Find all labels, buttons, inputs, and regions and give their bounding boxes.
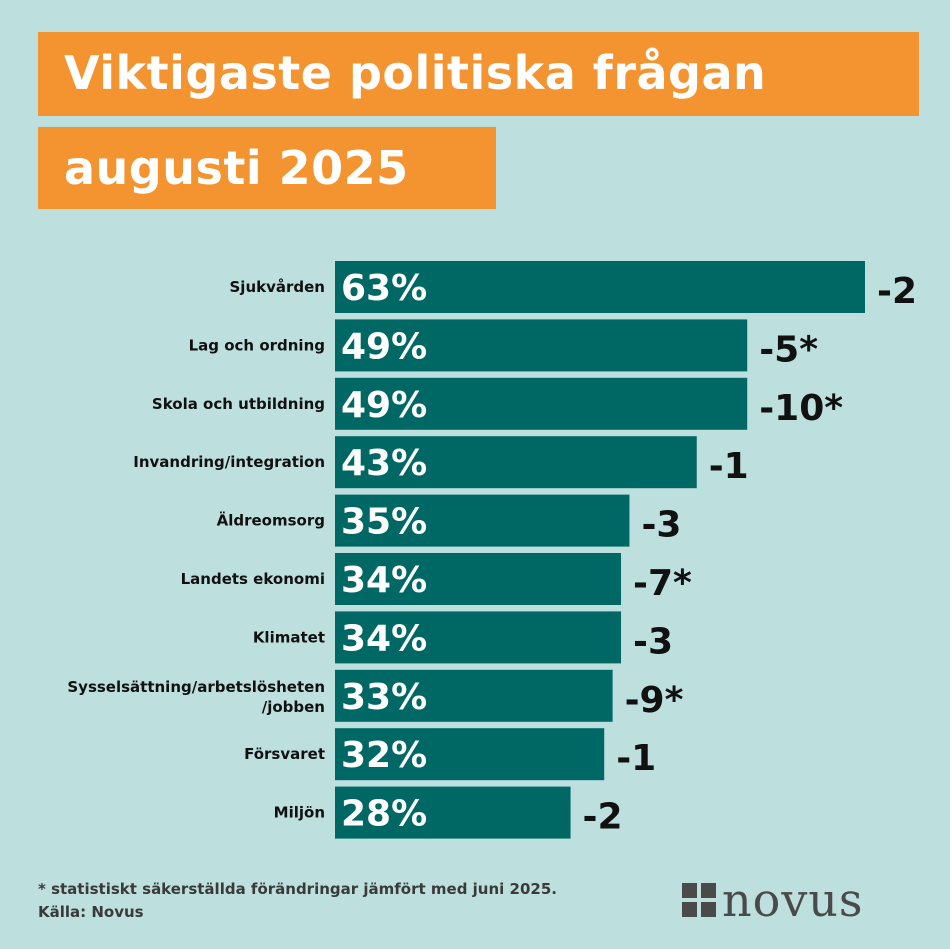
bar-6 — [335, 553, 622, 605]
bar-1 — [335, 261, 865, 313]
category-label-9: Försvaret — [244, 745, 325, 763]
value-label-5: 35% — [341, 502, 427, 543]
bar-9 — [335, 728, 605, 781]
chart-title-line-1: Viktigaste politiska frågan — [38, 32, 919, 116]
bar-10 — [335, 786, 571, 839]
category-label-10: Miljön — [274, 804, 325, 822]
category-label-5: Äldreomsorg — [217, 511, 325, 530]
change-label-2: -5* — [759, 329, 818, 370]
change-label-1: -2 — [877, 271, 917, 312]
change-label-7: -3 — [633, 621, 673, 662]
novus-logo: novus — [682, 873, 864, 927]
change-label-3: -10* — [759, 388, 843, 429]
value-label-7: 34% — [341, 618, 427, 659]
value-label-2: 49% — [341, 326, 427, 367]
change-label-9: -1 — [616, 738, 656, 779]
change-label-5: -3 — [641, 505, 681, 546]
change-label-6: -7* — [633, 563, 692, 604]
value-label-4: 43% — [341, 443, 427, 484]
bar-5 — [335, 494, 630, 547]
bar-4 — [335, 436, 697, 489]
category-label-2: Lag och ordning — [189, 336, 325, 354]
category-label-3: Skola och utbildning — [152, 395, 325, 413]
bar-2 — [335, 319, 748, 372]
category-label-6: Landets ekonomi — [181, 570, 325, 588]
value-label-1: 63% — [341, 268, 427, 309]
value-label-6: 34% — [341, 560, 427, 601]
category-label-1: Sjukvården — [230, 278, 326, 296]
value-label-8: 33% — [341, 677, 427, 718]
value-label-9: 32% — [341, 735, 427, 776]
source-label: Källa: Novus — [38, 903, 144, 921]
footnote: * statistiskt säkerställda förändringar … — [38, 880, 557, 898]
change-label-4: -1 — [709, 446, 749, 487]
novus-logo-icon — [682, 883, 716, 917]
change-label-10: -2 — [583, 797, 623, 838]
bar-chart: Sjukvården 63% -2 Lag och ordning 49% -5* Skol… — [67, 261, 917, 839]
category-label-4: Invandring/integration — [133, 453, 325, 471]
value-label-3: 49% — [341, 385, 427, 426]
change-label-8: -9* — [625, 680, 684, 721]
category-label-7: Klimatet — [253, 628, 325, 646]
novus-logo-wordmark: novus — [722, 873, 864, 927]
bar-8 — [335, 669, 613, 722]
chart-title-line-2: augusti 2025 — [38, 127, 496, 209]
bar-3 — [335, 377, 748, 430]
bar-7 — [335, 611, 622, 664]
category-label-8: Sysselsättning/arbetslösheten/jobben — [67, 678, 325, 716]
value-label-10: 28% — [341, 794, 427, 835]
